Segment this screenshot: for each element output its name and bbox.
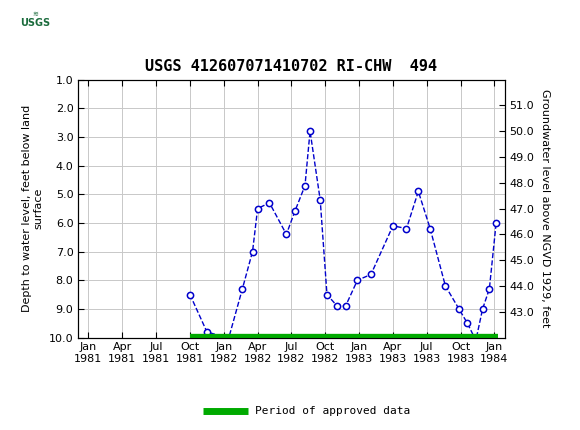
Text: USGS: USGS (20, 18, 50, 28)
Title: USGS 412607071410702 RI-CHW  494: USGS 412607071410702 RI-CHW 494 (146, 59, 437, 74)
Y-axis label: Groundwater level above NGVD 1929, feet: Groundwater level above NGVD 1929, feet (540, 89, 550, 328)
Bar (6, 6, 64, 40)
Text: ≋: ≋ (32, 11, 38, 17)
Y-axis label: Depth to water level, feet below land
surface: Depth to water level, feet below land su… (21, 105, 44, 312)
Text: Period of approved data: Period of approved data (255, 405, 411, 416)
